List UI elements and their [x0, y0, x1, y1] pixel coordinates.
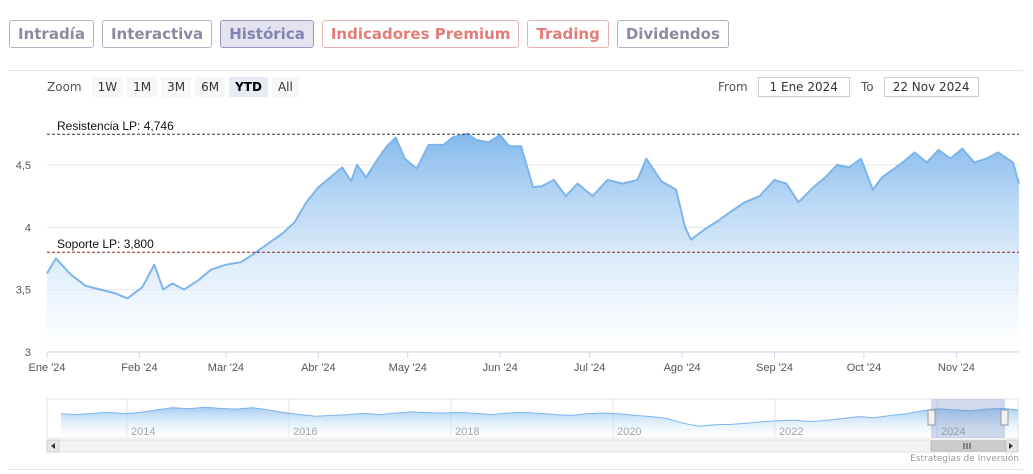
zoom-6m-button[interactable]: 6M: [195, 77, 226, 97]
price-area: [46, 132, 1020, 352]
date-range-to: To 22 Nov 2024: [861, 77, 979, 97]
from-date-input[interactable]: 1 Ene 2024: [757, 77, 850, 97]
navigator-handle-right: [1000, 409, 1009, 426]
y-tick-label: 4,5: [16, 160, 31, 172]
navigator-line: [60, 406, 1019, 427]
x-tick-label: Ago '24: [664, 362, 701, 374]
to-label: To: [861, 80, 874, 94]
scroll-right-arrow-icon: [1009, 443, 1013, 449]
from-label: From: [718, 80, 748, 94]
zoom-1w-button[interactable]: 1W: [91, 77, 124, 97]
navigator[interactable]: 201420162018202020222024: [46, 398, 1019, 453]
zoom-label: Zoom: [47, 80, 82, 94]
tab-indicadores-premium[interactable]: Indicadores Premium: [321, 20, 520, 48]
zoom-3m-button[interactable]: 3M: [161, 77, 192, 97]
tab-dividendos[interactable]: Dividendos: [616, 20, 729, 48]
x-tick-label: Nov '24: [938, 362, 975, 374]
y-tick-label: 3,5: [16, 285, 31, 297]
navigator-selected-range: [931, 399, 1005, 438]
navigator-handle-left: [927, 409, 936, 426]
zoom-all-button[interactable]: All: [271, 77, 299, 97]
chart-credit: Estrategias de Inversión: [910, 454, 1019, 464]
y-tick-label: 4: [25, 222, 31, 234]
zoom-1m-button[interactable]: 1M: [127, 77, 158, 97]
zoom-ytd-button[interactable]: YTD: [229, 77, 268, 97]
x-tick-label: Sep '24: [756, 362, 793, 374]
x-tick-label: May '24: [389, 362, 427, 374]
date-range-from: From 1 Ene 2024: [718, 77, 850, 97]
zoom-selector: Zoom 1W 1M 3M 6M YTD All: [47, 77, 299, 97]
x-tick-label: Mar '24: [208, 362, 244, 374]
chart-container: [8, 70, 1023, 470]
scrollbar-track: [46, 439, 1019, 453]
support-label: Soporte LP: 3,800: [57, 237, 154, 251]
price-line: [46, 132, 1020, 300]
chart-tabs: Intradía Interactiva Histórica Indicador…: [9, 20, 729, 48]
tab-interactiva[interactable]: Interactiva: [101, 20, 213, 48]
resistance-label: Resistencia LP: 4,746: [57, 119, 174, 133]
y-tick-label: 3: [25, 347, 31, 359]
scrollbar-thumb: [930, 440, 1006, 452]
x-tick-label: Feb '24: [121, 362, 157, 374]
x-axis: Ene '24 Feb '24 Mar '24 Abr '24 May '24 Jun '…: [29, 351, 1019, 374]
x-tick-label: Jun '24: [483, 362, 518, 374]
y-axis: 3 3,5 4 4,5: [16, 160, 31, 359]
price-area-fill: [47, 133, 1019, 352]
support-resistance-lines: Resistencia LP: 4,746 Soporte LP: 3,800: [47, 119, 1019, 253]
tab-trading[interactable]: Trading: [527, 20, 609, 48]
tab-historica[interactable]: Histórica: [220, 20, 314, 48]
x-tick-label: Abr '24: [301, 362, 336, 374]
x-tick-label: Oct '24: [847, 362, 882, 374]
x-tick-label: Jul '24: [574, 362, 605, 374]
tab-intradia[interactable]: Intradía: [9, 20, 94, 48]
scroll-left-arrow-icon: [51, 443, 55, 449]
x-tick-label: Ene '24: [29, 362, 66, 374]
to-date-input[interactable]: 22 Nov 2024: [883, 77, 979, 97]
